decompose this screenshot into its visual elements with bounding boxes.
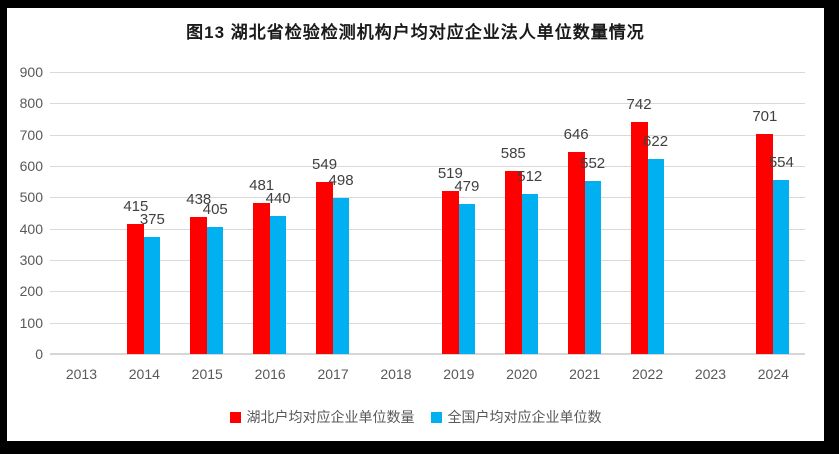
- x-axis-tick-label: 2024: [757, 366, 789, 382]
- x-axis-tick-label: 2019: [443, 366, 475, 382]
- bar-national: [458, 203, 475, 354]
- bar-national: [333, 197, 350, 354]
- bar-value-label-national: 440: [265, 190, 291, 208]
- bar-national: [647, 159, 664, 354]
- bar-value-label-national: 552: [580, 155, 606, 173]
- legend-item-hubei: 湖北户均对应企业单位数量: [229, 407, 415, 427]
- y-axis-tick-label: 500: [19, 189, 43, 206]
- legend-label-national: 全国户均对应企业单位数: [447, 409, 602, 425]
- legend-swatch-national-icon: [430, 411, 442, 423]
- bar-value-label-hubei: 415: [123, 197, 149, 215]
- gridline: [50, 72, 805, 73]
- gridline: [50, 103, 805, 105]
- gridline: [50, 166, 805, 167]
- y-axis-tick-label: 200: [19, 283, 43, 300]
- bar-hubei: [567, 151, 585, 354]
- y-axis-tick-label: 800: [19, 95, 43, 112]
- bar-value-label-hubei: 438: [186, 190, 212, 208]
- legend-swatch-hubei-icon: [229, 411, 241, 423]
- y-axis-tick-label: 100: [19, 314, 43, 331]
- gridline: [50, 228, 805, 230]
- bar-hubei: [504, 170, 522, 354]
- y-axis-tick-label: 700: [19, 126, 43, 143]
- bar-value-label-national: 622: [643, 133, 669, 151]
- bar-hubei: [441, 191, 459, 354]
- bar-value-label-hubei: 519: [437, 165, 463, 183]
- bar-national: [207, 227, 224, 354]
- chart-title: 图13 湖北省检验检测机构户均对应企业法人单位数量情况: [186, 23, 645, 42]
- y-axis-tick-label: 300: [19, 252, 43, 268]
- bar-national: [584, 181, 601, 354]
- x-axis-tick-label: 2014: [128, 366, 160, 382]
- gridline: [50, 134, 805, 136]
- bar-hubei: [253, 203, 271, 354]
- gridline: [50, 291, 805, 293]
- bar-value-label-national: 375: [139, 210, 165, 228]
- bar-value-label-hubei: 549: [312, 155, 338, 173]
- x-axis-tick-label: 2023: [694, 366, 727, 382]
- legend-item-national: 全国户均对应企业单位数: [430, 407, 602, 427]
- x-axis-tick-label: 2021: [569, 366, 601, 382]
- x-axis-tick-label: 2020: [506, 366, 538, 382]
- bar-hubei: [630, 121, 648, 354]
- gridline: [50, 197, 805, 199]
- y-axis-tick-label: 0: [35, 346, 43, 362]
- gridline: [50, 260, 805, 261]
- gridline: [50, 322, 805, 324]
- x-axis-tick-label: 2015: [191, 366, 223, 382]
- plot-area: 415 375 438 405 481 440 549 498 519 479 585 512 646 5…: [7, 72, 824, 355]
- y-axis-tick-label: 600: [19, 158, 43, 174]
- bar-value-label-national: 554: [768, 154, 794, 172]
- bar-hubei: [316, 181, 334, 354]
- bar-national: [521, 193, 538, 354]
- bar-value-label-hubei: 481: [249, 177, 275, 195]
- x-axis-tick-label: 2017: [317, 366, 349, 382]
- legend-label-hubei: 湖北户均对应企业单位数量: [246, 409, 415, 425]
- bar-hubei: [756, 134, 774, 354]
- gridline: [50, 353, 805, 355]
- bar-value-label-national: 512: [517, 167, 543, 185]
- y-axis-tick-label: 900: [19, 64, 43, 80]
- x-axis-tick-label: 2022: [631, 366, 664, 382]
- x-axis-tick-label: 2016: [254, 366, 286, 382]
- bar-value-label-hubei: 742: [626, 95, 652, 113]
- bar-national: [773, 180, 790, 354]
- chart-frame: 图13 湖北省检验检测机构户均对应企业法人单位数量情况 415 375 438 405…: [7, 8, 824, 441]
- bar-value-label-national: 498: [328, 171, 354, 189]
- bar-value-label-hubei: 585: [500, 144, 526, 162]
- bar-value-label-hubei: 701: [752, 108, 778, 126]
- bar-national: [270, 216, 287, 354]
- bar-value-label-national: 405: [202, 201, 228, 219]
- bar-national: [144, 236, 161, 354]
- bar-value-label-hubei: 646: [563, 125, 589, 143]
- bar-hubei: [127, 223, 145, 354]
- legend: 湖北户均对应企业单位数量 全国户均对应企业单位数: [7, 407, 824, 427]
- y-axis-tick-label: 400: [19, 220, 43, 237]
- x-axis-tick-label: 2013: [65, 366, 98, 382]
- bar-value-label-national: 479: [454, 177, 480, 195]
- x-axis-tick-label: 2018: [380, 366, 412, 382]
- bar-hubei: [190, 216, 208, 354]
